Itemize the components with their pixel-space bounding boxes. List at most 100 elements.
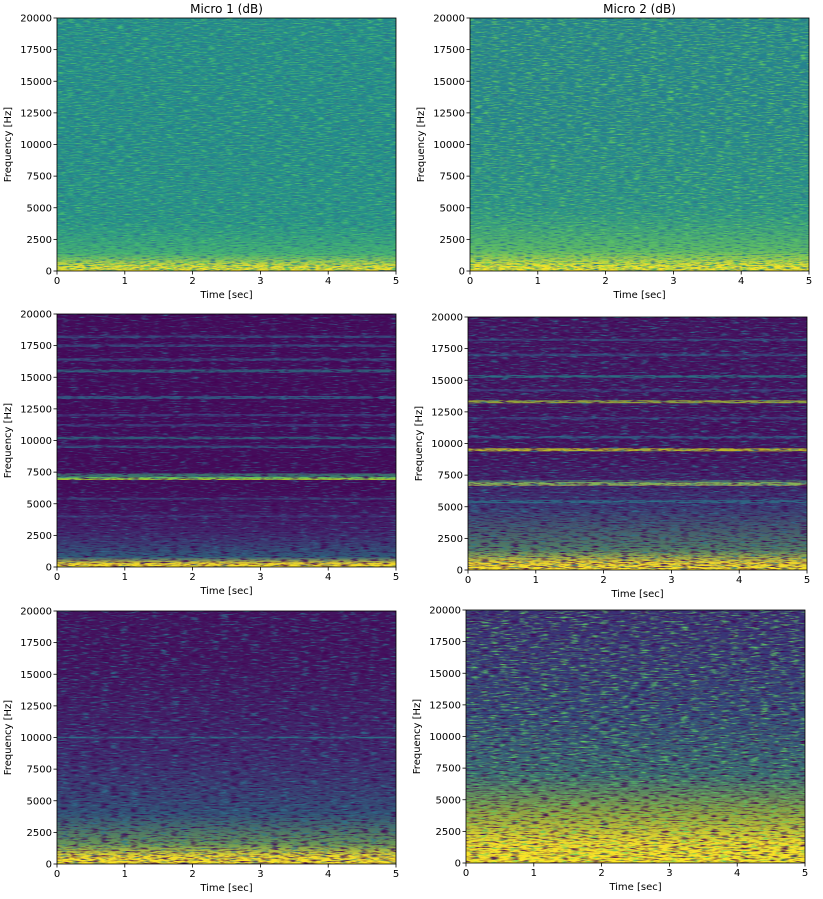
y-tick-label: 2500 — [27, 531, 52, 542]
x-axis-label: Time [sec] — [610, 589, 663, 600]
y-tick-label: 0 — [46, 860, 52, 871]
spectrogram-noise — [466, 610, 805, 863]
panel: 0 1 2 3 4 5 0 2500 5000 7500 10000 12500 15000 17500 2… — [414, 313, 810, 601]
x-tick-label: 3 — [257, 276, 263, 287]
y-tick-label: 5000 — [438, 502, 463, 513]
x-tick-label: 2 — [598, 868, 604, 879]
panel: 0 1 2 3 4 5 0 2500 5000 7500 10000 12500 15000 17500 2… — [416, 2, 812, 301]
y-tick-label: 5000 — [436, 795, 461, 806]
x-tick-label: 2 — [602, 276, 608, 287]
y-tick-label: 17500 — [20, 341, 52, 352]
y-tick-label: 17500 — [429, 637, 461, 648]
x-tick-label: 1 — [122, 276, 128, 287]
y-tick-label: 20000 — [429, 606, 461, 617]
y-tick-label: 10000 — [20, 733, 52, 744]
y-tick-label: 10000 — [20, 140, 52, 151]
x-axis-label: Time [sec] — [199, 883, 252, 894]
y-tick-label: 20000 — [433, 14, 465, 25]
y-tick-label: 17500 — [431, 344, 463, 355]
y-tick-label: 20000 — [20, 607, 52, 618]
spectrogram — [57, 611, 396, 864]
chart-title: Micro 2 (dB) — [603, 2, 676, 16]
y-axis-label: Frequency [Hz] — [3, 403, 14, 479]
x-tick-label: 3 — [257, 869, 263, 880]
y-tick-label: 15000 — [20, 670, 52, 681]
y-tick-label: 0 — [457, 566, 463, 577]
x-tick-label: 2 — [600, 575, 606, 586]
y-tick-label: 2500 — [436, 827, 461, 838]
y-tick-label: 0 — [46, 563, 52, 574]
x-tick-label: 2 — [189, 572, 195, 583]
spectrogram — [57, 314, 396, 567]
y-tick-label: 7500 — [27, 765, 52, 776]
y-axis-label: Frequency [Hz] — [3, 107, 14, 183]
x-tick-label: 1 — [122, 869, 128, 880]
spectrogram-noise — [57, 18, 396, 271]
y-tick-label: 12500 — [431, 407, 463, 418]
x-tick-label: 0 — [54, 572, 60, 583]
y-tick-label: 7500 — [436, 764, 461, 775]
y-tick-label: 10000 — [431, 439, 463, 450]
y-tick-label: 15000 — [429, 669, 461, 680]
x-tick-label: 1 — [122, 572, 128, 583]
y-axis-label: Frequency [Hz] — [412, 699, 423, 775]
y-tick-label: 0 — [455, 859, 461, 870]
y-tick-label: 0 — [459, 267, 465, 278]
y-tick-label: 5000 — [27, 499, 52, 510]
panel: 0 1 2 3 4 5 0 2500 5000 7500 10000 12500 15000 17500 2… — [3, 2, 399, 301]
spectrogram — [57, 18, 396, 271]
x-tick-label: 3 — [668, 575, 674, 586]
x-tick-label: 4 — [738, 276, 744, 287]
y-tick-label: 0 — [46, 267, 52, 278]
y-tick-label: 12500 — [20, 701, 52, 712]
x-tick-label: 4 — [325, 869, 331, 880]
x-tick-label: 5 — [806, 276, 812, 287]
y-tick-label: 2500 — [27, 828, 52, 839]
y-axis-label: Frequency [Hz] — [416, 107, 427, 183]
x-tick-label: 0 — [54, 276, 60, 287]
y-tick-label: 7500 — [438, 471, 463, 482]
y-tick-label: 7500 — [27, 172, 52, 183]
x-tick-label: 4 — [734, 868, 740, 879]
x-axis-label: Time [sec] — [608, 882, 661, 893]
y-tick-label: 7500 — [27, 468, 52, 479]
x-tick-label: 0 — [463, 868, 469, 879]
x-tick-label: 0 — [465, 575, 471, 586]
y-tick-label: 12500 — [20, 404, 52, 415]
y-tick-label: 10000 — [20, 436, 52, 447]
x-tick-label: 5 — [393, 869, 399, 880]
x-tick-label: 3 — [670, 276, 676, 287]
y-tick-label: 7500 — [440, 172, 465, 183]
x-tick-label: 5 — [393, 572, 399, 583]
chart-title: Micro 1 (dB) — [190, 2, 263, 16]
x-tick-label: 1 — [535, 276, 541, 287]
y-tick-label: 10000 — [433, 140, 465, 151]
y-tick-label: 2500 — [440, 235, 465, 246]
y-tick-label: 15000 — [20, 373, 52, 384]
x-tick-label: 4 — [325, 572, 331, 583]
x-tick-label: 1 — [531, 868, 537, 879]
x-tick-label: 1 — [533, 575, 539, 586]
y-tick-label: 10000 — [429, 732, 461, 743]
spectrogram-noise — [57, 314, 396, 567]
x-tick-label: 3 — [257, 572, 263, 583]
x-tick-label: 5 — [393, 276, 399, 287]
y-axis-label: Frequency [Hz] — [3, 700, 14, 776]
x-tick-label: 4 — [325, 276, 331, 287]
spectrogram — [466, 610, 805, 863]
panel: 0 1 2 3 4 5 0 2500 5000 7500 10000 12500 15000 17500 2… — [412, 606, 808, 894]
x-axis-label: Time [sec] — [199, 586, 252, 597]
x-axis-label: Time [sec] — [612, 290, 665, 301]
spectrogram-noise — [57, 611, 396, 864]
y-tick-label: 17500 — [20, 638, 52, 649]
x-tick-label: 2 — [189, 276, 195, 287]
y-tick-label: 15000 — [20, 77, 52, 88]
y-tick-label: 12500 — [20, 108, 52, 119]
y-tick-label: 15000 — [431, 376, 463, 387]
y-tick-label: 5000 — [27, 203, 52, 214]
y-tick-label: 5000 — [440, 203, 465, 214]
y-tick-label: 12500 — [433, 108, 465, 119]
x-tick-label: 0 — [54, 869, 60, 880]
y-tick-label: 17500 — [433, 45, 465, 56]
